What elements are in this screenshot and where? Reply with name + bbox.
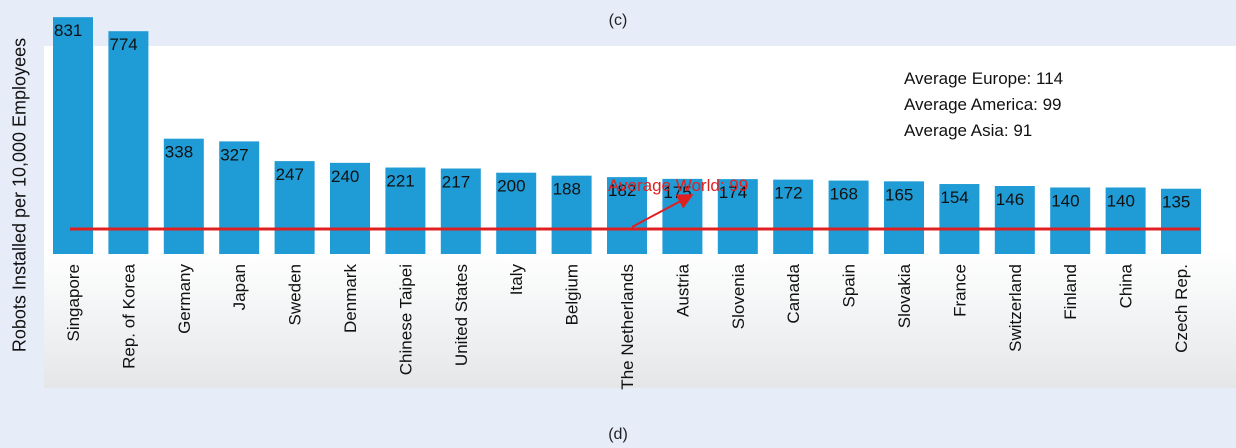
bar-value-label: 154 [940,188,968,207]
panel-label-c: (c) [608,12,628,29]
bar-value-label: 338 [165,143,193,162]
bar-value-label: 217 [442,173,470,192]
x-tick-label: Singapore [64,264,83,342]
x-tick-label: Finland [1061,264,1080,320]
average-asia-label: Average Asia: 91 [904,121,1033,140]
x-tick-label: Chinese Taipei [396,264,415,375]
bar-value-label: 182 [608,181,636,200]
bar-value-label: 135 [1162,193,1190,212]
x-tick-label: Slovenia [729,263,748,329]
bar-switzerland [994,186,1035,254]
x-tick-label: Switzerland [1006,264,1025,352]
bar-value-label: 172 [774,184,802,203]
x-tick-label: Czech Rep. [1172,264,1191,353]
bar-japan [219,141,260,254]
bar-austria [662,178,703,254]
bar-value-label: 140 [1051,191,1079,210]
bar-value-label: 165 [885,185,913,204]
bar-rep-of-korea [108,31,149,254]
bar-czech-rep- [1161,188,1201,254]
bar-germany [163,138,204,254]
bar-value-label: 140 [1107,191,1135,210]
bar-finland [1050,187,1091,254]
bar-belgium [551,175,592,254]
bar-value-label: 247 [276,165,304,184]
bar-the-netherlands [607,177,647,254]
bar-value-label: 240 [331,167,359,186]
bar-value-label: 200 [497,177,525,196]
x-tick-label: The Netherlands [618,264,637,390]
x-tick-label: Belgium [563,264,582,325]
bar-france [939,184,980,254]
bar-united-states [440,168,481,254]
bar-canada [773,179,814,254]
x-tick-label: United States [452,264,471,366]
bar-chinese-taipei [385,167,426,254]
average-world-label: Average World: 99 [608,176,748,195]
bar-value-label: 146 [996,190,1024,209]
average-america-label: Average America: 99 [904,95,1062,114]
bar-denmark [330,162,370,254]
average-europe-label: Average Europe: 114 [904,69,1064,88]
x-tick-label: Japan [230,264,249,310]
bar-value-label: 188 [553,180,581,199]
x-tick-label: Rep. of Korea [119,263,138,368]
panel-label-d: (d) [608,426,628,443]
bar-value-label: 168 [830,185,858,204]
average-world-arrow [631,194,694,228]
x-tick-label: Spain [840,264,859,307]
x-tick-label: France [950,264,969,317]
bar-singapore [53,17,93,254]
bar-value-label: 774 [109,35,137,54]
bar-sweden [274,161,315,254]
x-tick-label: Sweden [286,264,305,325]
bar-italy [496,172,537,254]
bar-slovakia [884,181,924,254]
bar-china [1105,187,1146,254]
x-tick-label: China [1117,263,1136,308]
bar-value-label: 174 [719,183,747,202]
x-tick-label: Canada [784,263,803,323]
x-tick-label: Slovakia [895,263,914,328]
x-tick-label: Germany [175,264,194,334]
bar-spain [828,180,869,254]
x-tick-label: Denmark [341,264,360,333]
x-tick-label: Austria [673,263,692,316]
bar-value-label: 831 [54,21,82,40]
bar-slovenia [717,179,758,254]
bar-value-label: 327 [220,145,248,164]
averages-annotation: Average Europe: 114 Average America: 99 … [904,66,1063,144]
bar-value-label: 221 [386,172,414,191]
x-tick-label: Italy [507,264,526,296]
